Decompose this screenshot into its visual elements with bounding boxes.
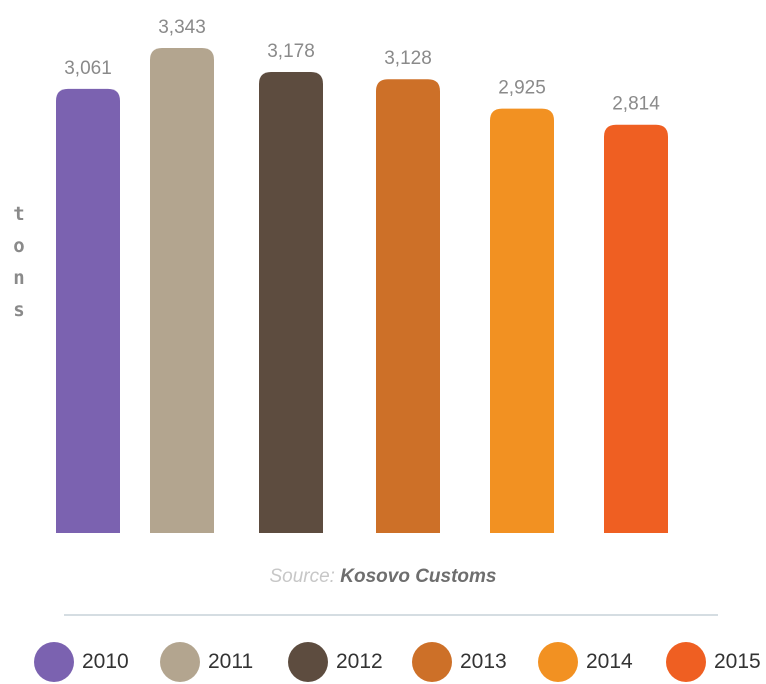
- y-axis-label-char: n: [13, 267, 25, 289]
- legend-item-2011: 2011: [160, 642, 253, 682]
- bar-2013: [376, 79, 440, 533]
- y-axis-label-char: s: [13, 299, 25, 321]
- legend-item-2015: 2015: [666, 642, 761, 682]
- legend-label: 2011: [208, 650, 254, 673]
- data-label-2010: 3,061: [64, 58, 112, 79]
- legend-label: 2012: [336, 650, 383, 673]
- legend-label: 2013: [460, 650, 507, 673]
- bar-2010: [56, 88, 120, 533]
- data-label-2014: 2,925: [498, 78, 546, 99]
- data-label-2013: 3,128: [384, 48, 432, 69]
- legend-label: 2015: [714, 650, 761, 673]
- legend-swatch: [160, 642, 200, 682]
- bar-2014: [490, 108, 554, 534]
- source-note: Source: Kosovo Customs: [0, 566, 766, 588]
- data-label-2012: 3,178: [267, 41, 315, 62]
- bar-2012: [259, 71, 323, 533]
- source-prefix: Source:: [269, 566, 335, 587]
- legend-label: 2014: [586, 650, 633, 673]
- bar-2015: [604, 124, 668, 533]
- legend-swatch: [666, 642, 706, 682]
- legend-item-2013: 2013: [412, 642, 507, 682]
- bar-chart: 3,061 3,343 3,178 3,128 2,925 2,814: [56, 17, 668, 534]
- legend-item-2014: 2014: [538, 642, 633, 682]
- bar-2011: [150, 48, 214, 533]
- legend-swatch: [412, 642, 452, 682]
- legend: 2010 2011 2012 2013 2014 2015: [34, 642, 766, 682]
- data-label-2011: 3,343: [158, 17, 206, 38]
- y-axis-label-char: t: [13, 203, 25, 225]
- y-axis-label-char: o: [13, 235, 25, 257]
- legend-item-2010: 2010: [34, 642, 129, 682]
- divider: [64, 614, 718, 616]
- legend-swatch: [538, 642, 578, 682]
- source-name: Kosovo Customs: [340, 566, 497, 587]
- legend-swatch: [34, 642, 74, 682]
- legend-swatch: [288, 642, 328, 682]
- legend-label: 2010: [82, 650, 129, 673]
- legend-item-2012: 2012: [288, 642, 383, 682]
- data-label-2015: 2,814: [612, 94, 660, 115]
